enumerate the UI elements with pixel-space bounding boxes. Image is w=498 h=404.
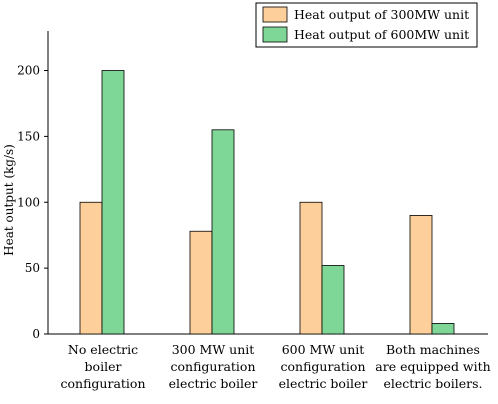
y-tick-label: 100: [17, 195, 40, 209]
category-label: No electric boiler configuration: [61, 342, 146, 391]
y-axis-label: Heat output (kg/s): [2, 144, 16, 256]
bar-600mw: [321, 265, 345, 335]
bar-600mw: [431, 323, 455, 335]
y-tick-label: 150: [17, 129, 40, 143]
bar-600mw: [211, 129, 235, 335]
category-label: Both machines are equipped with electric b…: [375, 342, 490, 391]
bar-600mw: [101, 70, 125, 335]
category-label: 600 MW unit configuration electric boiler: [279, 342, 368, 391]
bar-300mw: [79, 201, 103, 335]
legend-swatch-300mw: [262, 6, 288, 23]
y-ticks: 0 50 100 150 200: [17, 64, 48, 341]
bar-300mw: [189, 230, 213, 335]
y-tick-label: 200: [17, 64, 40, 78]
y-tick-label: 0: [32, 327, 40, 341]
bars: [79, 70, 455, 335]
legend: Heat output of 300MW unit Heat output of…: [255, 2, 478, 48]
bar-300mw: [409, 215, 433, 335]
bar-300mw: [299, 201, 323, 335]
legend-label-600mw: Heat output of 600MW unit: [294, 27, 469, 42]
legend-label-300mw: Heat output of 300MW unit: [294, 7, 469, 22]
category-labels: No electric boiler configuration 300 MW uni…: [61, 342, 491, 391]
legend-swatch-600mw: [262, 26, 288, 43]
legend-box: [255, 2, 478, 48]
category-label: 300 MW unit configuration electric boiler: [169, 342, 258, 391]
y-tick-label: 50: [25, 261, 40, 275]
